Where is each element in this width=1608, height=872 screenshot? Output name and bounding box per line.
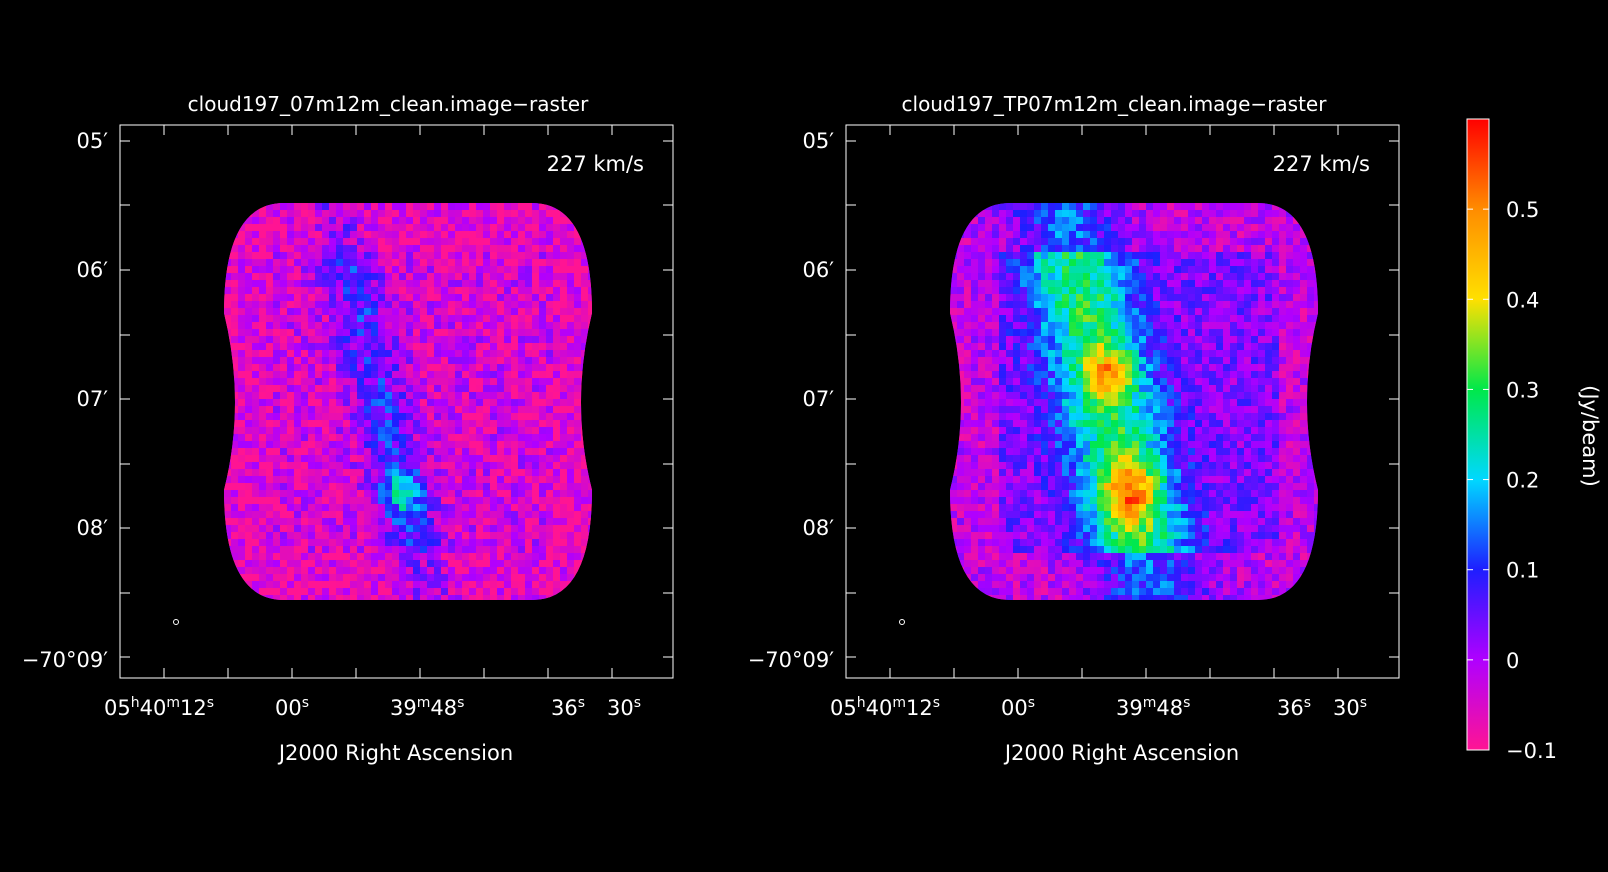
x-tick-label: 05h40m12s [830,695,940,720]
colorbar-label: (Jy/beam) [1578,385,1602,487]
colorbar-ticks: 0.5 0.4 0.3 0.2 0.1 0 −0.1 [1467,198,1557,763]
velocity-label: 227 km/s [1273,152,1370,176]
x-tick-label: 05h40m12s [104,695,214,720]
x-axis-labels: 05h40m12s 00s 39m48s 36s 30s [104,695,641,720]
y-tick-label: 05′ [803,129,835,153]
x-tick-label: 30s [607,695,641,720]
panel-left: cloud197_07m12m_clean.image−raster 227 k… [22,92,674,765]
y-axis-labels: 05′ 06′ 07′ 08′ −70°09′ [748,129,835,672]
x-tick-label: 30s [1333,695,1367,720]
x-tick-label: 36s [1277,695,1311,720]
colorbar-tick-label: 0 [1506,649,1519,673]
beam-ellipse [173,619,179,625]
colorbar-gradient [1466,118,1490,751]
x-axis-labels: 05h40m12s 00s 39m48s 36s 30s [830,695,1367,720]
plot-frame [119,124,674,679]
x-tick-label: 00s [1001,695,1035,720]
colorbar-tick-label: 0.4 [1506,288,1539,312]
velocity-label: 227 km/s [547,152,644,176]
x-tick-label: 39m48s [1116,695,1190,720]
x-axis-title: J2000 Right Ascension [1003,741,1239,765]
colorbar: 0.5 0.4 0.3 0.2 0.1 0 −0.1 (Jy/beam) [1466,118,1602,763]
beam-ellipse [899,619,905,625]
axis-ticks [846,125,1399,678]
panel-title: cloud197_TP07m12m_clean.image−raster [902,92,1328,116]
colorbar-tick-label: 0.1 [1506,559,1539,583]
colorbar-tick-label: 0.2 [1506,469,1539,493]
colorbar-tick-label: 0.3 [1506,378,1539,402]
y-tick-label: −70°09′ [22,648,109,672]
y-tick-label: −70°09′ [748,648,835,672]
y-tick-label: 08′ [803,516,835,540]
x-tick-label: 36s [551,695,585,720]
x-axis-title: J2000 Right Ascension [277,741,513,765]
emission-map [224,203,592,600]
y-tick-label: 06′ [77,258,109,282]
y-tick-label: 08′ [77,516,109,540]
y-tick-label: 05′ [77,129,109,153]
panel-title: cloud197_07m12m_clean.image−raster [188,92,589,116]
y-tick-label: 07′ [77,387,109,411]
x-tick-label: 39m48s [390,695,464,720]
plot-frame [845,124,1400,679]
colorbar-tick-label: −0.1 [1506,739,1557,763]
emission-map [950,203,1318,600]
y-axis-labels: 05′ 06′ 07′ 08′ −70°09′ [22,129,109,672]
colorbar-tick-label: 0.5 [1506,198,1539,222]
x-tick-label: 00s [275,695,309,720]
y-tick-label: 07′ [803,387,835,411]
panel-right: cloud197_TP07m12m_clean.image−raster 227… [748,92,1400,765]
axis-ticks [120,125,673,678]
y-tick-label: 06′ [803,258,835,282]
